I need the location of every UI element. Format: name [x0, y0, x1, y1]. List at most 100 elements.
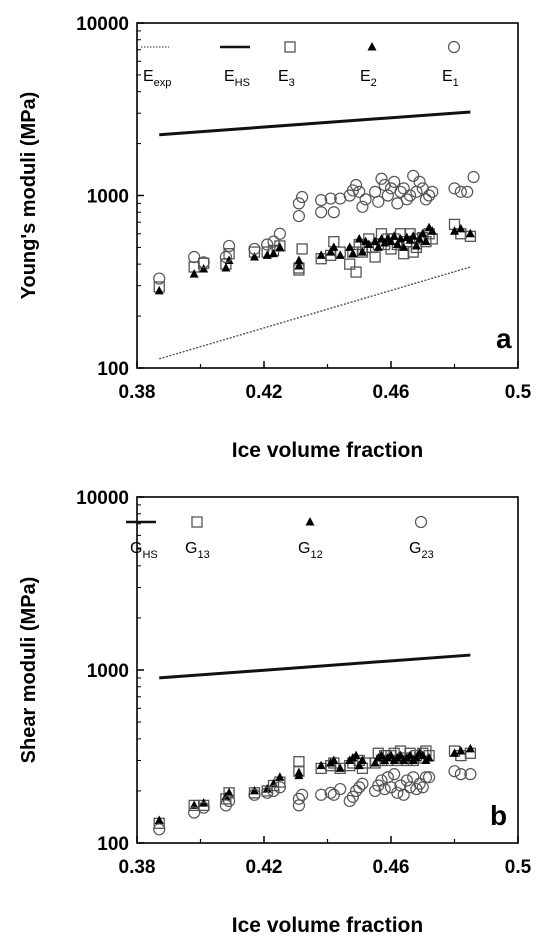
data-point-circle	[381, 771, 394, 784]
data-point-triangle	[316, 250, 326, 259]
data-point-circle	[292, 792, 306, 805]
data-point-triangle	[364, 239, 374, 248]
data-point-triangle	[189, 269, 199, 278]
data-point-circle	[454, 185, 467, 198]
data-point-circle	[359, 193, 372, 206]
data-point-circle	[273, 781, 286, 794]
data-point-triangle	[415, 233, 425, 243]
data-point-triangle	[269, 778, 279, 788]
legend-label: G23	[409, 540, 434, 561]
data-point-circle	[315, 788, 328, 801]
data-point-circle	[153, 823, 166, 836]
x-tick-label: 0.46	[373, 382, 410, 403]
data-point-circle	[296, 788, 309, 801]
data-point-triangle	[316, 760, 326, 770]
data-point-circle	[397, 182, 410, 195]
data-point-circle	[296, 190, 309, 204]
plot-frame	[136, 22, 519, 369]
data-point-circle	[267, 235, 280, 248]
data-point-circle	[423, 189, 436, 202]
data-point-triangle	[392, 239, 402, 248]
data-point-square	[293, 756, 305, 768]
data-point-circle	[461, 185, 474, 198]
y-tick-label: 100	[97, 834, 129, 855]
data-point-circle	[334, 782, 347, 796]
data-point-circle	[403, 189, 417, 202]
data-point-circle	[397, 788, 410, 801]
data-point-circle	[353, 781, 366, 794]
legend-label-main: G	[130, 540, 142, 557]
y-tick-label: 10000	[76, 14, 129, 35]
data-point-circle	[388, 175, 401, 188]
data-point-triangle	[386, 236, 396, 246]
panel-letter: b	[490, 800, 507, 831]
data-point-triangle	[249, 785, 259, 795]
legend-swatch-marker	[284, 41, 296, 53]
data-point-circle	[222, 794, 236, 808]
y-axis-label: Shear moduli (MPa)	[18, 577, 40, 764]
data-point-circle	[416, 781, 429, 794]
x-tick-label: 0.42	[246, 857, 283, 878]
data-point-triangle	[262, 250, 272, 259]
legend-label: G12	[298, 540, 323, 561]
data-point-triangle	[221, 262, 231, 272]
data-point-circle	[419, 193, 433, 206]
data-point-circle	[267, 784, 280, 798]
chart-panel-a: 0.38 0.42 0.46 0.5 100 1000 10000 Ice volume fr…	[18, 14, 532, 462]
data-point-triangle	[418, 228, 428, 238]
data-point-triangle	[405, 750, 415, 760]
chart-panel-b: 0.38 0.42 0.46 0.5 100 1000 10000 Ice volume fr…	[18, 488, 532, 937]
data-point-circle	[410, 185, 423, 198]
legend-label: EHS	[224, 68, 250, 89]
data-point-triangle	[427, 226, 437, 235]
data-point-circle	[315, 206, 328, 219]
x-tick-label: 0.38	[119, 857, 156, 878]
legend-label-main: E	[278, 68, 289, 85]
series-line	[159, 653, 471, 680]
data-point-triangle	[418, 750, 428, 760]
y-tick-label: 100	[97, 359, 129, 380]
data-point-circle	[407, 771, 420, 784]
data-point-square	[350, 266, 362, 278]
data-point-triangle	[373, 242, 383, 251]
legend-label-subscript: exp	[154, 77, 172, 89]
legend-label: E2	[360, 68, 377, 89]
legend-label-main: E	[143, 68, 154, 85]
data-point-triangle	[348, 248, 358, 258]
data-point-circle	[324, 192, 337, 205]
legend-entry: EHS	[220, 45, 250, 89]
data-point-circle	[353, 185, 366, 198]
data-point-circle	[153, 272, 166, 285]
data-point-circle	[197, 256, 210, 269]
data-point-circle	[464, 768, 477, 781]
data-point-triangle	[189, 800, 199, 809]
legend-entry: E1	[442, 40, 461, 89]
data-point-circle	[388, 768, 401, 781]
legend-label-main: E	[360, 68, 371, 85]
data-point-triangle	[269, 248, 279, 258]
data-point-triangle	[354, 233, 364, 243]
legend-entry: G13	[185, 516, 210, 561]
data-point-circle	[467, 170, 480, 184]
data-point-triangle	[294, 767, 304, 777]
legend-label: E3	[278, 68, 295, 89]
data-point-circle	[423, 771, 436, 784]
legend-entry: Eexp	[141, 46, 172, 89]
data-point-triangle	[411, 240, 421, 250]
series-E2	[154, 222, 475, 295]
data-point-circle	[188, 250, 201, 264]
data-point-triangle	[386, 750, 396, 760]
legend-entry: E3	[278, 41, 296, 89]
data-point-circle	[378, 782, 391, 796]
legend-label: GHS	[130, 540, 158, 561]
data-point-triangle	[421, 236, 431, 246]
legend-label-subscript: HS	[142, 549, 157, 561]
legend-label-subscript: HS	[235, 77, 250, 89]
legend-swatch-marker	[414, 515, 428, 529]
data-point-triangle	[357, 755, 367, 764]
legend-label-main: G	[298, 540, 310, 557]
legend-label: E1	[442, 68, 459, 89]
data-point-circle	[219, 250, 232, 264]
data-point-circle	[343, 794, 356, 808]
